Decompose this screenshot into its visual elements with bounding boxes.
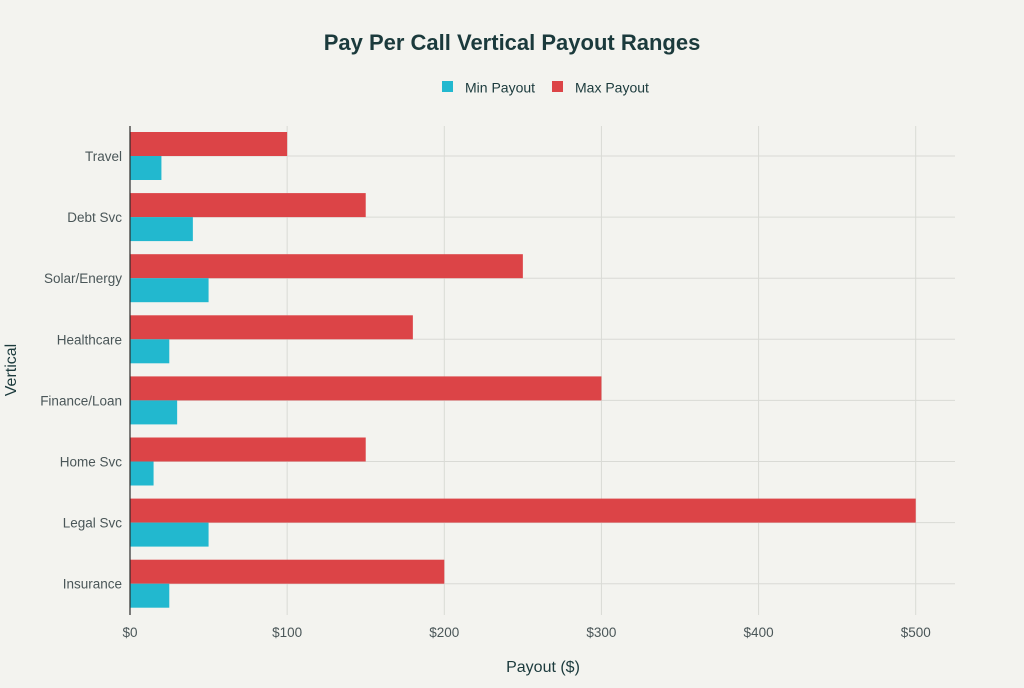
bar-min-payout — [130, 156, 162, 180]
y-tick-label: Debt Svc — [67, 210, 122, 225]
bar-max-payout — [130, 132, 288, 156]
bar-max-payout — [130, 254, 523, 279]
x-tick-label: $500 — [901, 625, 931, 640]
y-tick-labels: Travel Debt Svc Solar/Energy Healthcare Fina… — [40, 149, 122, 592]
bar-max-payout — [130, 376, 602, 401]
bar-max-payout — [130, 559, 445, 584]
bar-max-payout — [130, 315, 413, 340]
bar-min-payout — [130, 217, 193, 242]
y-tick-label: Solar/Energy — [44, 271, 122, 286]
bar-max-payout — [130, 498, 916, 523]
legend-label-max-payout: Max Payout — [575, 80, 649, 96]
y-tick-label: Legal Svc — [63, 516, 123, 531]
bar-min-payout — [130, 339, 170, 364]
x-tick-label: $100 — [272, 625, 302, 640]
legend: Min Payout Max Payout — [442, 80, 649, 96]
x-tick-label: $200 — [429, 625, 459, 640]
bar-max-payout — [130, 437, 366, 462]
y-tick-label: Home Svc — [60, 455, 123, 470]
x-tick-label: $0 — [122, 625, 137, 640]
legend-label-min-payout: Min Payout — [465, 80, 535, 96]
legend-swatch-max-payout — [552, 81, 563, 92]
bar-min-payout — [130, 400, 178, 425]
bar-min-payout — [130, 278, 209, 303]
bar-max-payout — [130, 193, 366, 218]
bar-min-payout — [130, 461, 154, 486]
x-tick-label: $400 — [744, 625, 774, 640]
bar-min-payout — [130, 522, 209, 547]
y-tick-label: Finance/Loan — [40, 393, 122, 408]
chart-title: Pay Per Call Vertical Payout Ranges — [324, 30, 701, 55]
y-tick-label: Insurance — [63, 577, 122, 592]
y-axis-title: Vertical — [3, 344, 20, 396]
y-tick-label: Travel — [85, 149, 122, 164]
x-tick-labels: $0 $100 $200 $300 $400 $500 — [122, 625, 930, 640]
bar-min-payout — [130, 583, 170, 608]
x-tick-label: $300 — [586, 625, 616, 640]
x-axis-title: Payout ($) — [506, 659, 580, 676]
bars — [130, 132, 916, 608]
y-tick-label: Healthcare — [57, 332, 122, 347]
legend-swatch-min-payout — [442, 81, 453, 92]
